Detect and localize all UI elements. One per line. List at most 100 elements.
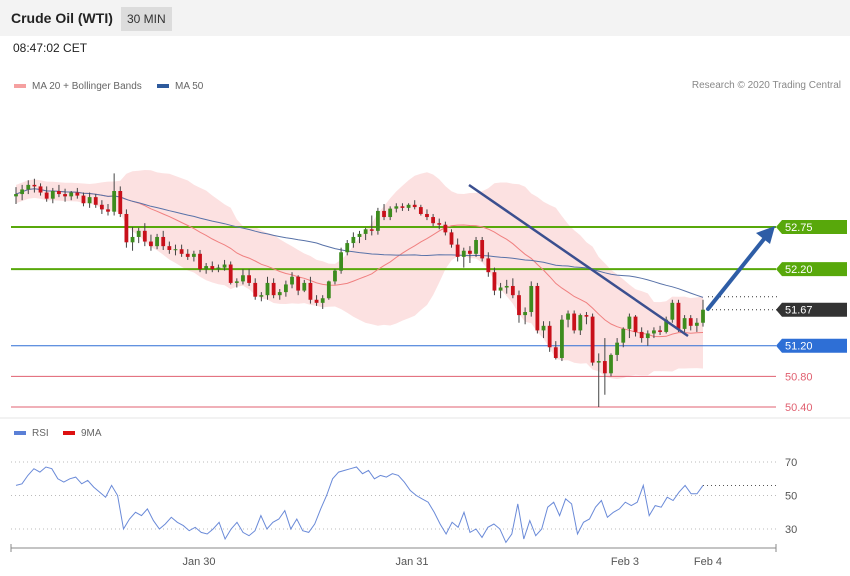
candle-body	[382, 210, 386, 218]
candle-body	[302, 282, 307, 291]
copyright-notice: Research © 2020 Trading Central	[691, 80, 841, 91]
candle-body	[161, 236, 166, 247]
legend-rsi-ma: 9MA	[63, 428, 102, 439]
candle-body	[400, 206, 405, 208]
candle-body	[437, 223, 442, 225]
candle-body	[682, 318, 687, 329]
candle-body	[50, 191, 55, 199]
level-tag	[776, 338, 847, 353]
candle-body	[112, 191, 117, 212]
candle-body	[155, 236, 159, 247]
candle-body	[572, 313, 577, 331]
legend-ma50: MA 50	[157, 81, 203, 92]
candle-body	[498, 287, 503, 291]
candle-body	[602, 361, 607, 374]
rsi-swatch	[14, 431, 26, 436]
rsi-ma-swatch	[63, 431, 75, 436]
candle-body	[142, 230, 147, 242]
rsi-panel: 70 50 30	[11, 457, 797, 544]
candle-body	[283, 284, 288, 293]
candle-body	[443, 224, 448, 233]
candle-body	[504, 285, 509, 288]
candle-body	[228, 264, 233, 283]
candle-body	[241, 275, 245, 282]
candle-body	[357, 233, 362, 237]
level-tag	[776, 220, 847, 234]
candle-body	[658, 330, 662, 332]
candle-body	[664, 319, 669, 332]
ma50-label: MA 50	[175, 81, 204, 92]
candle-body	[388, 208, 393, 218]
candle-body	[468, 250, 472, 254]
candle-body	[277, 292, 282, 296]
candle-body	[57, 191, 61, 195]
candle-body	[216, 267, 221, 270]
instrument-title: Crude Oil (WTI)	[11, 10, 113, 26]
level-label: 50.80	[785, 371, 813, 383]
candle-body	[130, 236, 135, 243]
candle-body	[688, 318, 693, 326]
candle-body	[425, 213, 429, 218]
candle-body	[492, 272, 497, 291]
candle-body	[566, 313, 570, 320]
forecast-arrow	[706, 232, 770, 311]
timeframe-badge[interactable]: 30 MIN	[121, 7, 172, 31]
candle-body	[204, 266, 209, 270]
candle-body	[615, 342, 620, 355]
rsi-ma-label: 9MA	[81, 428, 102, 439]
chart-header: Crude Oil (WTI) 30 MIN	[0, 0, 850, 36]
candle-body	[32, 184, 37, 187]
candle-body	[394, 206, 399, 209]
candle-body	[26, 184, 31, 190]
candle-body	[461, 250, 466, 257]
candle-body	[99, 204, 104, 210]
x-tick-label: Feb 4	[694, 556, 722, 568]
candle-body	[449, 232, 454, 245]
x-tick-label: Feb 3	[611, 556, 639, 568]
candle-body	[173, 249, 178, 251]
candle-body	[412, 204, 417, 208]
candle-body	[560, 319, 564, 358]
rsi-tick-label: 50	[785, 491, 797, 503]
ma50-swatch	[157, 84, 169, 89]
candle-body	[609, 354, 613, 374]
candle-body	[308, 282, 313, 300]
candle-body	[198, 253, 202, 270]
candle-body	[247, 275, 251, 283]
candle-body	[431, 217, 436, 224]
candle-body	[14, 194, 18, 197]
candle-body	[547, 325, 552, 348]
candle-body	[106, 209, 110, 212]
x-tick-label: Jan 31	[395, 556, 428, 568]
candle-body	[652, 330, 656, 334]
candle-body	[44, 192, 49, 199]
level-label: 51.20	[785, 341, 813, 353]
candle-body	[639, 331, 644, 339]
candle-body	[676, 302, 681, 329]
candle-body	[326, 281, 331, 299]
candle-body	[320, 298, 325, 303]
candle-body	[333, 270, 337, 282]
legend-ma20: MA 20 + Bollinger Bands	[14, 81, 142, 92]
candle-body	[694, 322, 699, 326]
price-levels	[11, 226, 778, 408]
candle-body	[20, 189, 25, 195]
candle-body	[351, 236, 356, 244]
legend-rsi: RSI	[14, 428, 49, 439]
candle-body	[406, 204, 411, 208]
candle-body	[621, 328, 626, 343]
candle-body	[118, 191, 123, 214]
bollinger-bands	[16, 170, 703, 380]
candle-body	[510, 285, 515, 296]
rsi-label: RSI	[32, 428, 49, 439]
trend-line	[468, 183, 689, 338]
ma20-label: MA 20 + Bollinger Bands	[32, 81, 142, 92]
candle-body	[701, 309, 705, 323]
level-label: 51.67	[785, 305, 813, 317]
candle-body	[210, 266, 215, 270]
timestamp: 08:47:02 CET	[13, 41, 88, 55]
candle-body	[339, 252, 343, 271]
candle-body	[191, 253, 196, 257]
candle-body	[418, 207, 423, 214]
candle-body	[124, 213, 129, 243]
